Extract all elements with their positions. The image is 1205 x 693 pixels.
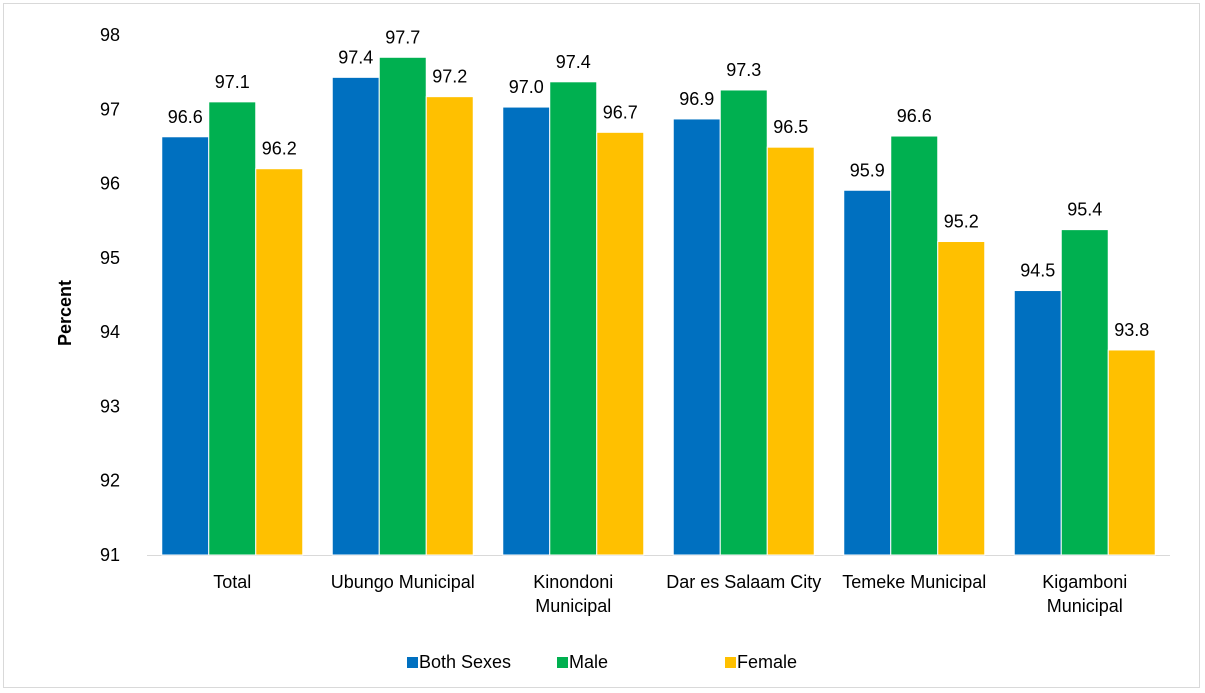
bar xyxy=(890,135,939,556)
data-label: 93.8 xyxy=(1114,320,1149,340)
y-tick-label: 92 xyxy=(100,471,120,491)
y-tick-label: 97 xyxy=(100,99,120,119)
data-label: 97.4 xyxy=(338,47,373,67)
x-tick-label: Ubungo Municipal xyxy=(331,572,475,592)
data-label: 97.1 xyxy=(215,72,250,92)
bar xyxy=(672,118,721,556)
y-tick-label: 95 xyxy=(100,248,120,268)
bar xyxy=(766,146,815,556)
x-tick-label: Kigamboni xyxy=(1042,572,1127,592)
legend-swatch xyxy=(407,657,418,668)
legend-label: Male xyxy=(569,652,608,672)
bar xyxy=(255,168,304,556)
legend-swatch xyxy=(557,657,568,668)
bar xyxy=(596,131,645,556)
x-axis: Total Ubungo Municipal Kinondoni Municipal D… xyxy=(147,555,1170,616)
legend: Both Sexes Male Female xyxy=(407,652,797,672)
bar xyxy=(1107,349,1156,556)
data-label: 96.7 xyxy=(603,102,638,122)
data-label: 94.5 xyxy=(1020,261,1055,281)
bar xyxy=(1013,290,1062,556)
data-label: 96.9 xyxy=(679,89,714,109)
data-label: 97.4 xyxy=(556,52,591,72)
bar xyxy=(378,56,427,556)
data-label: 97.2 xyxy=(432,67,467,87)
y-tick-label: 93 xyxy=(100,396,120,416)
data-label: 96.6 xyxy=(897,106,932,126)
bars: 96.6 97.1 96.2 97.4 97.7 97.2 97.0 97.4 96.7 96.9… xyxy=(161,27,1156,556)
legend-swatch xyxy=(725,657,736,668)
bar xyxy=(843,189,892,556)
data-label: 95.2 xyxy=(944,212,979,232)
y-tick-label: 94 xyxy=(100,322,120,342)
data-label: 97.0 xyxy=(509,77,544,97)
data-label: 96.2 xyxy=(262,139,297,159)
x-tick-label: Municipal xyxy=(535,596,611,616)
legend-label: Both Sexes xyxy=(419,652,511,672)
x-tick-label: Dar es Salaam City xyxy=(666,572,821,592)
bar xyxy=(425,96,474,556)
x-tick-label: Municipal xyxy=(1047,596,1123,616)
y-tick-label: 91 xyxy=(100,545,120,565)
data-label: 95.4 xyxy=(1067,200,1102,220)
bar xyxy=(502,106,551,556)
y-axis: 91 92 93 94 95 96 97 98 xyxy=(100,25,120,565)
bar xyxy=(1060,229,1109,556)
y-tick-label: 98 xyxy=(100,25,120,45)
y-tick-label: 96 xyxy=(100,174,120,194)
bar xyxy=(719,89,768,556)
data-label: 96.5 xyxy=(773,117,808,137)
bar xyxy=(937,241,986,556)
y-axis-label: Percent xyxy=(55,280,75,346)
x-tick-label: Temeke Municipal xyxy=(842,572,986,592)
x-tick-label: Total xyxy=(213,572,251,592)
data-label: 97.7 xyxy=(385,27,420,47)
bar xyxy=(331,76,380,556)
data-label: 95.9 xyxy=(850,160,885,180)
data-label: 97.3 xyxy=(726,60,761,80)
data-label: 96.6 xyxy=(168,107,203,127)
x-tick-label: Kinondoni xyxy=(533,572,613,592)
legend-label: Female xyxy=(737,652,797,672)
bar xyxy=(549,81,598,556)
bar xyxy=(208,101,257,556)
bar xyxy=(161,136,210,556)
